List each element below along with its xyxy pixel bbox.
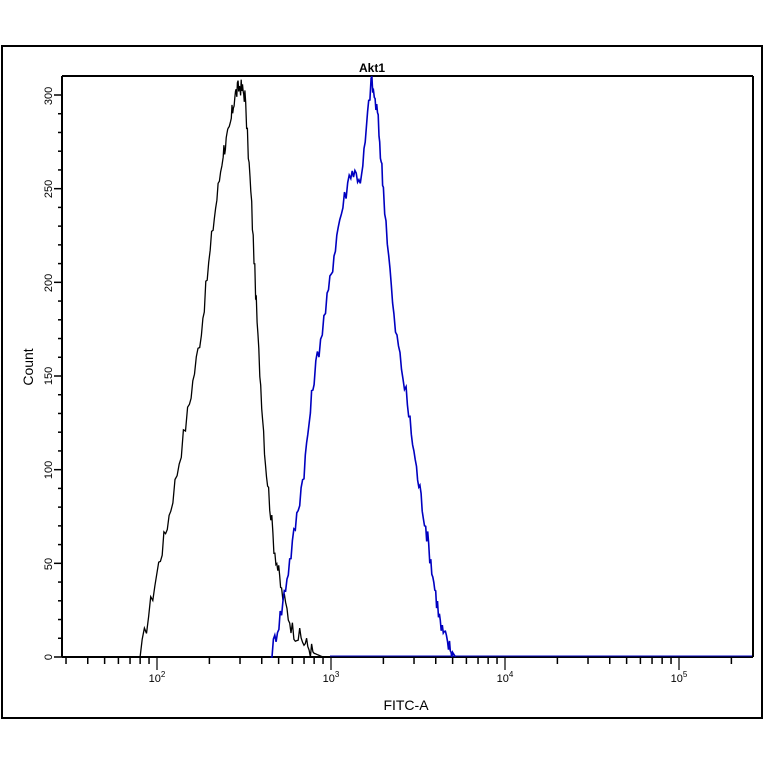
x-tick-label: 105 [671, 670, 688, 685]
x-tick-label: 102 [149, 670, 166, 685]
akt1-histogram-line [270, 75, 457, 658]
y-axis-ticks [54, 94, 62, 658]
y-tick-label: 50 [43, 558, 55, 570]
control-histogram-line [139, 79, 324, 658]
y-tick-label: 300 [43, 87, 55, 105]
x-axis-title: FITC-A [383, 697, 429, 713]
y-tick-label: 100 [43, 461, 55, 479]
x-tick-label: 104 [497, 670, 514, 685]
chart-title: Akt1 [359, 61, 385, 75]
y-axis-title: Count [20, 348, 36, 385]
y-tick-label: 250 [43, 180, 55, 198]
x-tick-label: 103 [323, 670, 340, 685]
y-tick-label: 150 [43, 367, 55, 385]
chart-frame [1, 45, 763, 719]
plot-area [61, 75, 754, 658]
y-tick-label: 200 [43, 274, 55, 292]
x-tick-labels: 102 103 104 105 [149, 670, 688, 685]
y-tick-label: 0 [43, 654, 55, 660]
x-axis-ticks [65, 657, 733, 670]
y-tick-labels: 0 50 100 150 200 250 300 [43, 87, 55, 660]
